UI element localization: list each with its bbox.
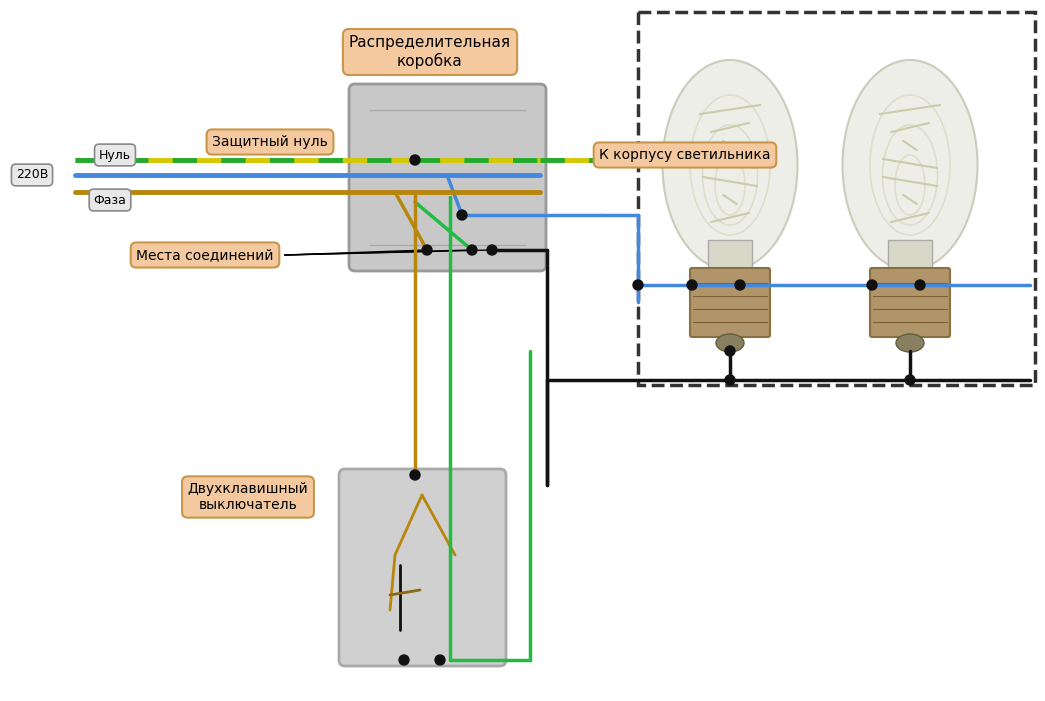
Circle shape (457, 210, 467, 220)
Circle shape (905, 375, 915, 385)
Circle shape (687, 280, 697, 290)
Text: Двухклавишный
выключатель: Двухклавишный выключатель (188, 482, 308, 512)
FancyBboxPatch shape (349, 84, 545, 271)
Circle shape (410, 155, 420, 165)
Text: Фаза: Фаза (94, 193, 126, 207)
Bar (888, 240, 932, 270)
Circle shape (867, 280, 877, 290)
Text: 220В: 220В (16, 168, 48, 182)
Bar (709, 240, 752, 270)
Circle shape (725, 375, 735, 385)
Circle shape (735, 280, 745, 290)
Text: Распределительная
коробка: Распределительная коробка (349, 35, 511, 69)
Circle shape (725, 346, 735, 356)
Circle shape (487, 245, 497, 255)
Ellipse shape (842, 60, 977, 270)
Ellipse shape (716, 334, 744, 352)
Circle shape (435, 655, 445, 665)
FancyBboxPatch shape (339, 469, 506, 666)
Text: К корпусу светильника: К корпусу светильника (599, 148, 771, 162)
Circle shape (915, 280, 925, 290)
FancyBboxPatch shape (690, 268, 770, 337)
Circle shape (410, 470, 420, 480)
Ellipse shape (663, 60, 797, 270)
Text: Защитный нуль: Защитный нуль (212, 135, 328, 149)
Circle shape (467, 245, 477, 255)
Circle shape (633, 155, 643, 165)
FancyBboxPatch shape (870, 268, 950, 337)
Bar (638, 12, 1035, 385)
Text: Нуль: Нуль (99, 149, 131, 161)
Text: Места соединений: Места соединений (136, 248, 274, 262)
Circle shape (399, 655, 409, 665)
Ellipse shape (896, 334, 924, 352)
Circle shape (422, 245, 432, 255)
Circle shape (633, 280, 643, 290)
